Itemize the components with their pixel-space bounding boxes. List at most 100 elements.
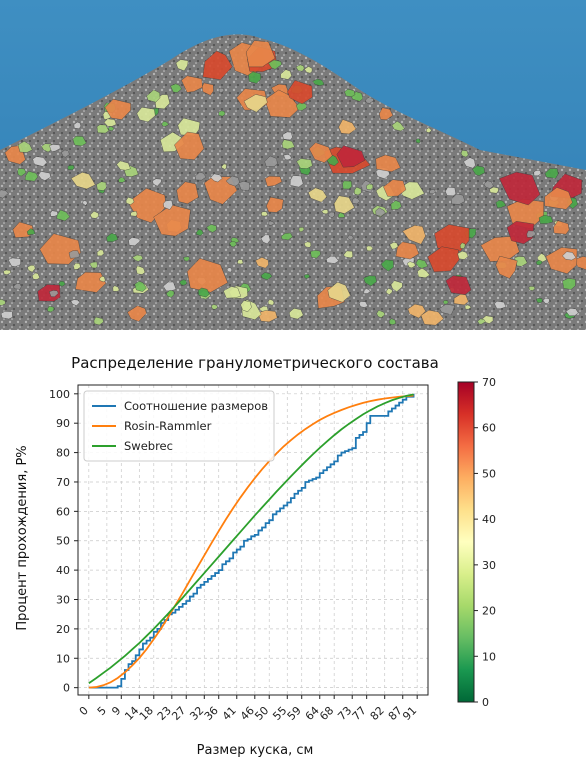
rock-fragment: [375, 207, 386, 217]
rock-fragment: [170, 83, 182, 93]
rock-fragment: [125, 196, 135, 205]
rock-fragment: [0, 189, 9, 199]
rock-fragment: [49, 144, 61, 153]
rock-fragment: [351, 197, 361, 205]
colorbar-gradient: [457, 381, 475, 703]
rock-fragment: [68, 250, 81, 259]
legend: Соотношение размеров Rosin-Rammler Swebrec: [83, 390, 275, 462]
rock-fragment: [307, 187, 328, 203]
rock-fragment: [390, 280, 403, 292]
rock-fragment: [27, 264, 36, 273]
y-tick-label: 90: [56, 417, 70, 430]
rock-fragment: [287, 80, 313, 105]
rock-fragment: [73, 262, 81, 270]
rock-fragment: [295, 101, 307, 111]
rock-fragment: [104, 98, 131, 120]
rock-fragment: [146, 89, 161, 103]
rock-fragment: [73, 121, 82, 130]
rock-fragment: [107, 126, 115, 132]
rock-fragment: [366, 245, 374, 252]
y-tick-label: 50: [56, 535, 70, 548]
rock-fragment: [248, 71, 262, 84]
rock-fragment: [268, 220, 275, 226]
rock-fragment: [453, 293, 469, 306]
rock-fragment: [460, 149, 469, 158]
rock-fragment: [562, 251, 577, 261]
rock-fragment: [166, 289, 175, 298]
rock-fragment: [477, 318, 486, 325]
rock-fragment: [553, 220, 570, 235]
x-tick-label: 41: [220, 704, 239, 723]
x-tick-label: 68: [317, 704, 336, 723]
rock-fragment: [354, 186, 362, 196]
rock-fragment: [176, 181, 199, 205]
x-tick-label: 82: [368, 704, 387, 723]
x-tick-label: 5: [95, 704, 109, 718]
rock-fragment: [70, 299, 81, 306]
rock-fragment: [127, 305, 147, 322]
rock-fragment: [226, 267, 233, 273]
rock-fragment: [103, 118, 117, 127]
rock-fragment: [202, 50, 233, 80]
rock-fragment: [38, 171, 51, 181]
colorbar-tick-label: 0: [482, 696, 489, 709]
rock-fragment: [427, 246, 460, 273]
rock-fragment: [161, 121, 170, 127]
gradation-chart: Распределение гранулометрического состав…: [15, 354, 496, 758]
y-tick-label: 20: [56, 623, 70, 636]
rock-fragment: [61, 149, 70, 158]
rock-fragment: [163, 199, 173, 210]
rock-fragment: [526, 230, 537, 238]
rock-fragment: [544, 187, 573, 210]
rock-fragment: [445, 275, 472, 295]
rock-fragment: [17, 168, 27, 177]
rock-fragment: [26, 228, 36, 236]
rock-fragment: [343, 250, 354, 259]
rock-fragment: [283, 154, 292, 161]
rock-fragment: [99, 276, 106, 283]
legend-box: [83, 390, 275, 462]
rock-fragment: [261, 211, 269, 217]
rock-fragment: [562, 278, 576, 290]
legend-label: Rosin-Rammler: [124, 419, 212, 433]
legend-label: Swebrec: [124, 439, 173, 453]
rock-fragment: [425, 127, 432, 133]
rock-fragment: [383, 179, 407, 197]
rock-fragment: [210, 304, 218, 310]
rock-fragment: [175, 59, 189, 72]
rock-fragment: [289, 175, 304, 188]
rock-fragment: [112, 285, 120, 292]
rock-fragment: [72, 135, 87, 147]
y-tick-label: 10: [56, 652, 70, 665]
rock-fragment: [195, 229, 204, 236]
rock-fragment: [47, 305, 55, 313]
rock-fragment: [128, 237, 141, 247]
rock-fragment: [75, 271, 107, 293]
rock-fragment: [439, 304, 455, 315]
rock-fragment: [197, 287, 210, 298]
rock-fragment: [538, 214, 554, 224]
rock-fragment: [366, 183, 374, 191]
rock-fragment: [268, 59, 283, 70]
rock-fragment: [181, 75, 203, 93]
rock-fragment: [70, 172, 96, 190]
rock-fragments: [0, 40, 586, 326]
rock-fragment: [457, 250, 469, 260]
rock-fragment: [535, 259, 543, 265]
rock-fragment: [266, 196, 284, 213]
rock-fragment: [281, 139, 295, 150]
rock-fragment: [179, 279, 188, 286]
rock-fragment: [363, 275, 377, 287]
rock-fragment: [96, 181, 107, 191]
rock-fragment: [333, 195, 355, 214]
rock-fragment: [238, 181, 250, 192]
rock-fragment: [289, 308, 304, 320]
x-tick-label: 18: [137, 704, 156, 723]
rock-fragment: [116, 160, 131, 171]
rock-fragment: [280, 232, 293, 241]
legend-label: Соотношение размеров: [124, 399, 268, 413]
colorbar-tick-label: 30: [482, 559, 496, 572]
rock-fragment: [183, 256, 190, 262]
rock-fragment: [210, 173, 223, 183]
rock-fragment: [130, 210, 138, 217]
